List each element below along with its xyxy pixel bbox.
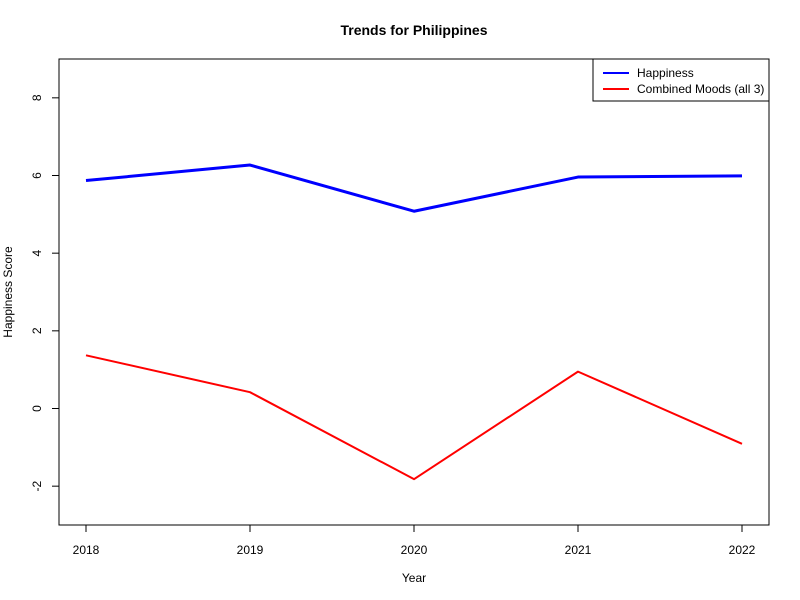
y-tick-label: 2 [30, 327, 44, 334]
x-axis-title: Year [402, 571, 426, 585]
legend-box [592, 58, 770, 102]
x-tick-label: 2019 [237, 543, 264, 557]
legend-happiness-label: Happiness [637, 66, 694, 80]
chart-title: Trends for Philippines [340, 22, 487, 38]
x-axis: 2018 2019 2020 2021 2022 [73, 525, 756, 557]
x-tick-label: 2018 [73, 543, 100, 557]
plot-frame [58, 58, 770, 526]
x-tick-label: 2021 [565, 543, 592, 557]
y-tick-label: -2 [30, 481, 44, 492]
combined-moods-line [85, 354, 743, 481]
y-tick-label: 0 [30, 405, 44, 412]
x-tick-label: 2020 [401, 543, 428, 557]
legend-combined-moods-label: Combined Moods (all 3) [637, 82, 764, 96]
x-tick-label: 2022 [729, 543, 756, 557]
y-tick-label: 8 [30, 94, 44, 101]
y-tick-label: 6 [30, 172, 44, 179]
series-lines [85, 163, 743, 481]
happiness-line [85, 163, 743, 213]
y-tick-label: 4 [30, 250, 44, 257]
y-axis: -2 0 2 4 6 8 [30, 94, 59, 492]
y-axis-title: Happiness Score [1, 246, 15, 338]
legend: Happiness Combined Moods (all 3) [592, 58, 770, 102]
